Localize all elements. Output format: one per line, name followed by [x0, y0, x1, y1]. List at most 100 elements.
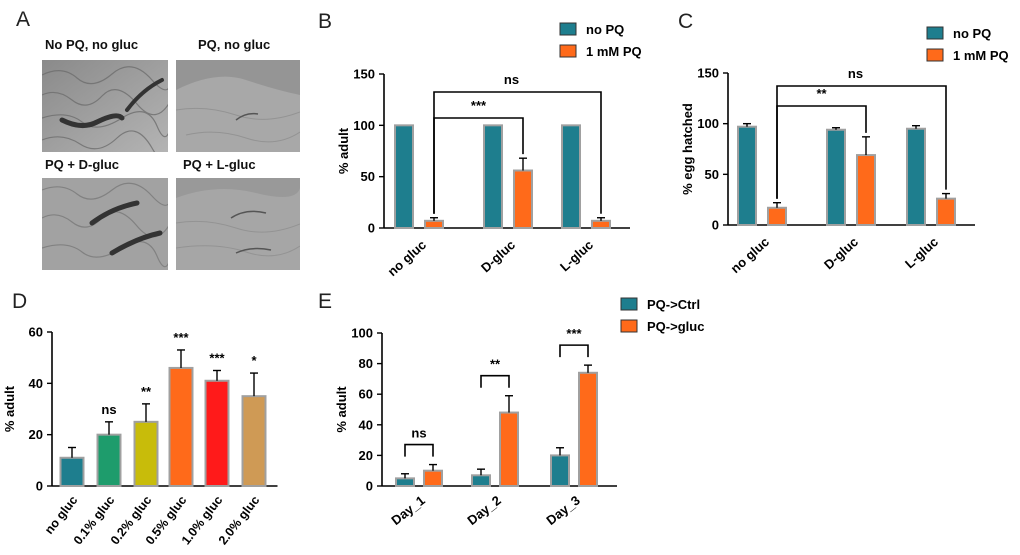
- micrograph-caption-1: No PQ, no gluc: [45, 37, 139, 52]
- significance-label: **: [141, 384, 152, 399]
- bar-b-nopq: [483, 124, 503, 229]
- micrograph-pq-l-gluc: [176, 178, 300, 270]
- y-tick-label: 50: [705, 167, 719, 182]
- bar-d: [96, 433, 122, 487]
- x-tick-label: no gluc: [42, 493, 80, 537]
- y-tick-label: 20: [29, 427, 43, 442]
- bar-b-nopq: [561, 124, 581, 229]
- y-tick-label: 60: [29, 325, 43, 340]
- panel-letter-a: A: [16, 8, 31, 31]
- x-tick-label: L-gluc: [557, 237, 596, 274]
- bar-c-pq: [767, 206, 787, 226]
- significance-label: *: [251, 353, 257, 368]
- bar-c-nopq: [826, 128, 846, 227]
- micrograph-caption-2: PQ, no gluc: [198, 37, 271, 52]
- y-tick-label: 40: [29, 376, 43, 391]
- legend-swatch: [559, 44, 577, 58]
- significance-bracket: [559, 344, 589, 358]
- significance-label: ***: [471, 98, 487, 113]
- legend-label: 1 mM PQ: [953, 48, 1009, 63]
- legend-swatch: [620, 297, 638, 311]
- bar-e-gluc: [499, 411, 519, 487]
- y-tick-label: 100: [697, 116, 719, 131]
- y-axis-label: % adult: [2, 385, 17, 432]
- legend-label: PQ->gluc: [647, 319, 704, 334]
- bar-d: [133, 420, 159, 488]
- x-tick-label: no gluc: [385, 237, 429, 279]
- legend-label: no PQ: [953, 26, 991, 41]
- y-tick-label: 50: [361, 169, 375, 184]
- significance-bracket: [776, 85, 947, 199]
- chart-b: 0 50 100 150 % adult no gluc D-gluc L-gluc no PQ…: [336, 22, 642, 279]
- bar-b-pq: [591, 219, 611, 230]
- significance-bracket: [480, 374, 510, 388]
- y-axis-label: % egg hatched: [680, 103, 695, 195]
- panel-letter-e: E: [318, 290, 333, 313]
- bar-c-nopq: [737, 125, 757, 226]
- significance-label: ns: [504, 72, 519, 87]
- y-tick-label: 100: [353, 118, 375, 133]
- bar-d: [59, 456, 85, 487]
- bar-b-pq: [513, 169, 533, 229]
- bar-c-nopq: [906, 127, 926, 227]
- panel-letter-d: D: [12, 290, 28, 313]
- panel-letter-b: B: [318, 10, 333, 33]
- legend-swatch: [926, 48, 944, 62]
- significance-label: ns: [411, 426, 426, 441]
- legend-swatch: [620, 319, 638, 333]
- micrograph-no-pq-no-gluc: [42, 60, 168, 152]
- micrograph-pq-d-gluc: [42, 178, 168, 270]
- y-tick-label: 80: [359, 356, 373, 371]
- significance-label: ns: [101, 402, 116, 417]
- micrograph-caption-3: PQ + D-gluc: [45, 157, 120, 172]
- significance-label: **: [490, 357, 501, 372]
- panel-letter-c: C: [678, 10, 694, 33]
- y-tick-label: 150: [353, 67, 375, 82]
- bar-b-nopq: [394, 124, 414, 229]
- x-tick-label: D-gluc: [478, 237, 518, 275]
- micrograph-pq-no-gluc: [176, 60, 300, 152]
- y-axis-label: % adult: [336, 127, 351, 174]
- x-tick-label: no gluc: [728, 234, 772, 276]
- bar-d: [204, 379, 230, 487]
- legend-label: 1 mM PQ: [586, 44, 642, 59]
- chart-c: 0 50 100 150 % egg hatched no gluc D-gluc L-glu…: [680, 26, 1009, 276]
- bar-d: [241, 395, 267, 487]
- y-axis-label: % adult: [334, 386, 349, 433]
- x-tick-label: Day_3: [543, 493, 582, 528]
- y-tick-label: 100: [351, 326, 373, 341]
- micrograph-caption-4: PQ + L-gluc: [183, 157, 256, 172]
- bar-e-gluc: [578, 371, 598, 487]
- y-tick-label: 0: [712, 218, 719, 233]
- significance-label: ***: [209, 351, 225, 366]
- significance-label: ***: [566, 326, 582, 341]
- legend-swatch: [926, 26, 944, 40]
- x-tick-label: Day_2: [464, 493, 503, 528]
- legend-label: PQ->Ctrl: [647, 297, 700, 312]
- bar-e-gluc: [423, 469, 443, 488]
- significance-label: ***: [173, 330, 189, 345]
- y-tick-label: 150: [697, 66, 719, 81]
- y-tick-label: 60: [359, 387, 373, 402]
- bar-e-ctrl: [395, 477, 415, 488]
- bar-c-pq: [856, 154, 876, 226]
- significance-label: ns: [848, 66, 863, 81]
- bar-b-pq: [424, 219, 444, 230]
- y-tick-label: 20: [359, 448, 373, 463]
- y-tick-label: 0: [36, 479, 43, 494]
- bar-d: [168, 366, 194, 487]
- significance-bracket: [433, 91, 602, 214]
- y-tick-label: 0: [368, 221, 375, 236]
- x-tick-label: Day_1: [388, 493, 427, 528]
- bar-e-ctrl: [550, 454, 570, 487]
- bar-e-ctrl: [471, 474, 491, 488]
- y-tick-label: 0: [366, 479, 373, 494]
- bar-c-pq: [936, 197, 956, 227]
- legend-label: no PQ: [586, 22, 624, 37]
- x-tick-label: D-gluc: [821, 234, 861, 272]
- x-tick-label: L-gluc: [902, 234, 941, 271]
- significance-bracket: [776, 105, 867, 199]
- significance-bracket: [433, 117, 524, 214]
